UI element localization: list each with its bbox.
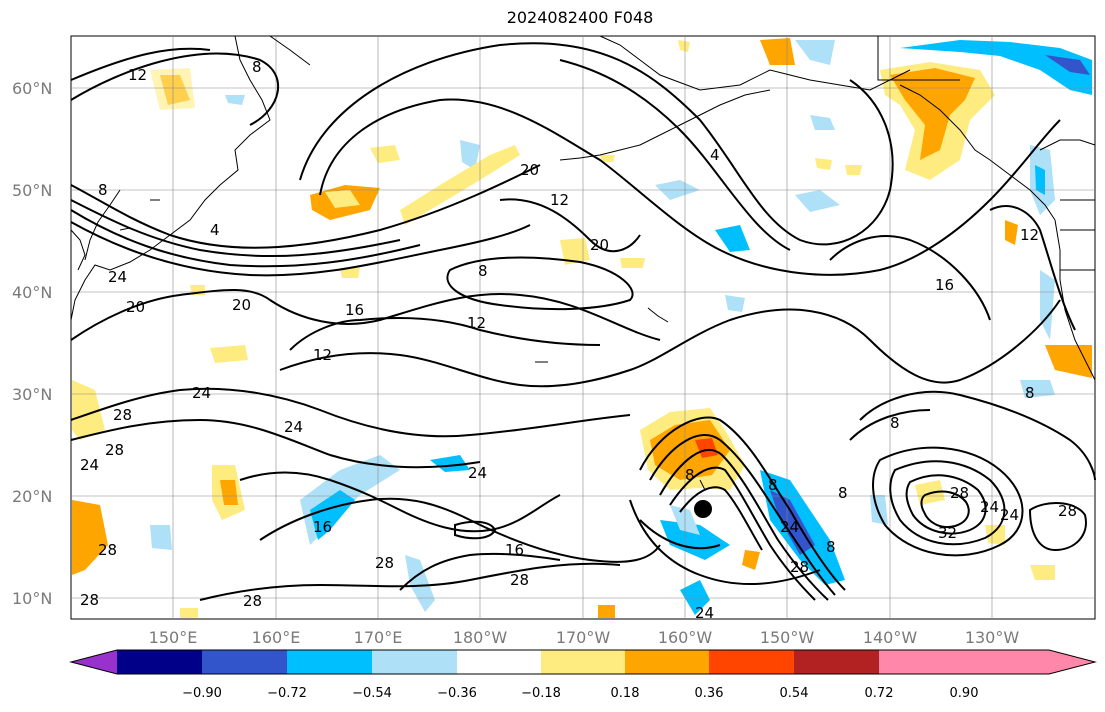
svg-text:28: 28 (375, 554, 394, 572)
svg-text:12: 12 (128, 66, 147, 84)
svg-text:28: 28 (950, 484, 969, 502)
colorbar-segment (964, 650, 1049, 674)
svg-text:8: 8 (838, 484, 848, 502)
svg-text:24: 24 (284, 418, 303, 436)
svg-text:−0.90: −0.90 (182, 686, 222, 701)
colorbar-ticks: −0.90 −0.72 −0.54 −0.36 −0.18 0.18 0.36 … (182, 686, 978, 701)
svg-text:150°W: 150°W (760, 628, 815, 647)
svg-text:24: 24 (780, 518, 799, 536)
svg-text:−0.18: −0.18 (521, 686, 561, 701)
svg-text:−0.72: −0.72 (267, 686, 307, 701)
svg-text:20: 20 (232, 296, 251, 314)
svg-text:8: 8 (768, 476, 778, 494)
svg-text:40°N: 40°N (12, 283, 52, 302)
colorbar-segment (541, 650, 625, 674)
svg-text:16: 16 (345, 301, 364, 319)
svg-text:8: 8 (478, 262, 488, 280)
colorbar-segment (794, 650, 879, 674)
svg-text:24: 24 (695, 604, 714, 622)
svg-text:130°W: 130°W (965, 628, 1020, 647)
latitude-labels: 60°N 50°N 40°N 30°N 20°N 10°N (12, 79, 52, 608)
svg-text:24: 24 (80, 456, 99, 474)
colorbar-segment (202, 650, 287, 674)
svg-text:8: 8 (98, 181, 108, 199)
svg-text:20: 20 (590, 236, 609, 254)
svg-text:8: 8 (826, 538, 836, 556)
svg-text:150°E: 150°E (149, 628, 198, 647)
svg-text:20: 20 (520, 161, 539, 179)
svg-text:28: 28 (510, 571, 529, 589)
svg-text:50°N: 50°N (12, 181, 52, 200)
svg-text:28: 28 (105, 441, 124, 459)
svg-text:30°N: 30°N (12, 385, 52, 404)
svg-text:8: 8 (1025, 384, 1035, 402)
svg-text:28: 28 (243, 592, 262, 610)
colorbar-segment (457, 650, 541, 674)
svg-text:−0.36: −0.36 (437, 686, 477, 701)
colorbar-segment (117, 650, 202, 674)
svg-text:0.72: 0.72 (865, 686, 894, 701)
svg-text:16: 16 (313, 518, 332, 536)
colorbar-segment (625, 650, 709, 674)
svg-text:12: 12 (550, 191, 569, 209)
svg-text:0.90: 0.90 (950, 686, 979, 701)
contours (70, 42, 1096, 601)
colorbar-segment (287, 650, 372, 674)
svg-text:140°W: 140°W (863, 628, 918, 647)
colorbar-segment (879, 650, 964, 674)
svg-text:24: 24 (1000, 506, 1019, 524)
svg-text:28: 28 (790, 558, 809, 576)
svg-text:20: 20 (126, 298, 145, 316)
storm-center-marker (694, 500, 712, 518)
svg-text:24: 24 (108, 268, 127, 286)
svg-text:8: 8 (890, 414, 900, 432)
colorbar-segment (372, 650, 457, 674)
svg-text:−0.54: −0.54 (352, 686, 392, 701)
svg-text:16: 16 (505, 541, 524, 559)
svg-text:12: 12 (1020, 226, 1039, 244)
svg-text:32: 32 (938, 524, 957, 542)
svg-text:0.36: 0.36 (695, 686, 724, 701)
svg-text:12: 12 (313, 346, 332, 364)
svg-text:12: 12 (467, 314, 486, 332)
svg-text:28: 28 (98, 541, 117, 559)
svg-text:24: 24 (980, 498, 999, 516)
svg-text:170°E: 170°E (354, 628, 403, 647)
svg-text:160°E: 160°E (252, 628, 301, 647)
svg-text:20°N: 20°N (12, 487, 52, 506)
svg-text:8: 8 (685, 466, 695, 484)
graticule (71, 36, 1095, 619)
svg-text:24: 24 (192, 384, 211, 402)
svg-text:16: 16 (935, 276, 954, 294)
svg-text:180°W: 180°W (453, 628, 508, 647)
svg-text:28: 28 (80, 591, 99, 609)
svg-text:0.18: 0.18 (611, 686, 640, 701)
svg-text:60°N: 60°N (12, 79, 52, 98)
colorbar: −0.90 −0.72 −0.54 −0.36 −0.18 0.18 0.36 … (69, 649, 1097, 701)
svg-text:4: 4 (710, 146, 720, 164)
svg-text:160°W: 160°W (658, 628, 713, 647)
svg-text:28: 28 (1058, 502, 1077, 520)
colorbar-extend-max (1049, 650, 1095, 674)
map-title: 2024082400 F048 (506, 8, 654, 27)
colorbar-segment (709, 650, 794, 674)
colorbar-extend-min (71, 650, 117, 674)
svg-text:28: 28 (113, 406, 132, 424)
svg-text:8: 8 (252, 58, 262, 76)
longitude-labels: 150°E 160°E 170°E 180°W 170°W 160°W 150°… (149, 628, 1020, 647)
svg-text:170°W: 170°W (556, 628, 611, 647)
svg-text:0.54: 0.54 (780, 686, 809, 701)
svg-text:10°N: 10°N (12, 589, 52, 608)
svg-text:4: 4 (210, 221, 220, 239)
contour-labels: 12 8 4 4 8 20 12 20 8 16 12 12 20 20 24 … (80, 58, 1077, 622)
svg-text:24: 24 (468, 464, 487, 482)
